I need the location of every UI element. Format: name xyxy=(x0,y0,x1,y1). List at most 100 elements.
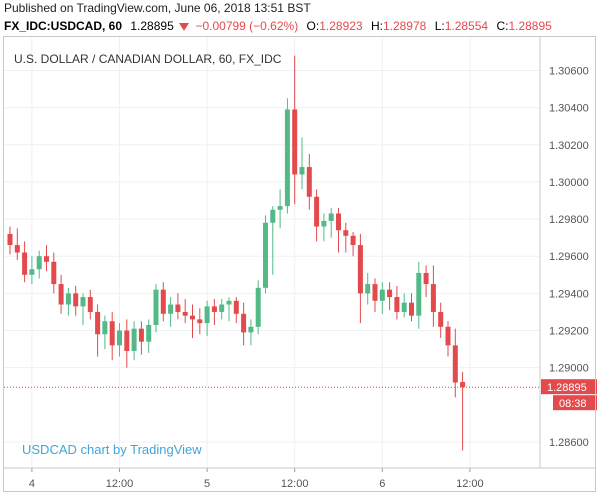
y-tick-label: 1.29800 xyxy=(549,214,589,226)
candle-body xyxy=(255,287,261,327)
y-tick-label: 1.30600 xyxy=(549,65,589,77)
candle-body xyxy=(58,284,64,305)
countdown-label: 08:38 xyxy=(559,398,587,410)
price-chart[interactable]: 1.30600 1.30400 1.30200 1.30000 1.29800 1.296… xyxy=(0,36,599,495)
symbol-info-line: FX_IDC:USDCAD, 60 1.28895 −0.00799 (−0.6… xyxy=(4,19,552,33)
candle-body xyxy=(175,304,181,312)
candle-body xyxy=(219,304,225,312)
open-value: 1.28923 xyxy=(319,19,363,33)
price-change: −0.00799 (−0.62%) xyxy=(195,19,299,33)
candle-body xyxy=(328,213,334,221)
chart-watermark: USDCAD chart by TradingView xyxy=(22,442,202,457)
y-tick-label: 1.30000 xyxy=(549,177,589,189)
low-label: L: xyxy=(434,19,445,33)
candle-body xyxy=(233,300,239,314)
candle-body xyxy=(87,297,93,312)
candle-body xyxy=(117,330,122,346)
candle-body xyxy=(299,167,305,175)
candle-body xyxy=(80,297,86,307)
candle-body xyxy=(138,328,144,342)
candle-body xyxy=(14,245,20,253)
x-tick-label: 4 xyxy=(29,478,35,490)
y-tick-label: 1.29200 xyxy=(549,326,589,338)
candle-body xyxy=(211,306,217,312)
y-tick-label: 1.30200 xyxy=(549,140,589,152)
candle-body xyxy=(292,109,298,175)
candle-body xyxy=(22,252,28,275)
candle-body xyxy=(387,289,393,298)
x-tick-label: 12:00 xyxy=(106,478,134,490)
published-caption: Published on TradingView.com, June 06, 2… xyxy=(4,1,311,15)
y-tick-label: 1.28600 xyxy=(549,437,589,449)
candle-body xyxy=(350,235,356,246)
candle-body xyxy=(160,289,166,314)
close-label: C: xyxy=(496,19,509,33)
candle-body xyxy=(277,206,283,210)
candle-body xyxy=(182,311,188,316)
chart-title: U.S. DOLLAR / CANADIAN DOLLAR, 60, FX_ID… xyxy=(14,52,282,66)
candle-body xyxy=(44,256,49,262)
candle-body xyxy=(29,269,35,275)
candle-body xyxy=(452,345,458,383)
y-tick-label: 1.30400 xyxy=(549,103,589,115)
candle-body xyxy=(124,330,130,351)
down-arrow-icon xyxy=(179,22,190,31)
close-value: 1.28895 xyxy=(508,19,552,33)
candle-body xyxy=(401,302,407,312)
candle-body xyxy=(241,313,247,333)
candle-body xyxy=(190,315,195,320)
last-price-label: 1.28895 xyxy=(547,382,587,394)
candle-body xyxy=(438,311,444,327)
candle-body xyxy=(7,233,13,246)
candle-body xyxy=(146,324,152,342)
candle-body xyxy=(248,326,254,333)
symbol-name: FX_IDC:USDCAD, 60 xyxy=(4,19,123,33)
candle-body xyxy=(416,272,422,316)
candle-body xyxy=(284,109,290,207)
x-tick-label: 12:00 xyxy=(281,478,309,490)
candle-body xyxy=(131,328,137,351)
candle-body xyxy=(204,306,210,324)
x-tick-label: 12:00 xyxy=(456,478,484,490)
candle-body xyxy=(65,293,71,305)
candle-body xyxy=(314,196,320,227)
axes: 1.30600 1.30400 1.30200 1.30000 1.29800 1.296… xyxy=(3,36,597,490)
candle-body xyxy=(168,304,174,314)
y-tick-label: 1.29400 xyxy=(549,288,589,300)
candle-body xyxy=(343,230,349,236)
candle-body xyxy=(102,321,108,335)
high-label: H: xyxy=(370,19,383,33)
candle-body xyxy=(36,256,42,270)
candle-body xyxy=(51,261,57,285)
x-tick-label: 6 xyxy=(379,478,385,490)
candle-body xyxy=(226,300,232,305)
candle-body xyxy=(270,209,276,223)
candle-body xyxy=(95,311,101,335)
countdown-tag xyxy=(553,395,597,411)
candle-body xyxy=(306,167,312,197)
candle-body xyxy=(394,297,400,312)
candle-body xyxy=(423,272,429,285)
candle-body xyxy=(430,284,436,312)
low-value: 1.28554 xyxy=(444,19,489,33)
candle-body xyxy=(336,213,341,231)
candle-body xyxy=(197,319,203,324)
candle-body xyxy=(263,222,268,288)
grid-lines xyxy=(4,37,540,468)
candle-body xyxy=(445,326,451,346)
last-price-tag xyxy=(541,379,597,395)
last-price: 1.28895 xyxy=(130,19,174,33)
candle-body xyxy=(460,381,466,388)
high-value: 1.28978 xyxy=(382,19,427,33)
candle-body xyxy=(379,289,385,301)
candle-body xyxy=(153,289,159,325)
candle-body xyxy=(372,284,378,301)
y-tick-label: 1.29600 xyxy=(549,251,589,263)
candle-body xyxy=(357,245,363,294)
y-tick-label: 1.29000 xyxy=(549,363,589,375)
open-label: O: xyxy=(306,19,320,33)
candle-body xyxy=(321,220,327,227)
candle-body xyxy=(73,293,79,307)
x-tick-label: 5 xyxy=(204,478,210,490)
candle-body xyxy=(109,321,115,346)
